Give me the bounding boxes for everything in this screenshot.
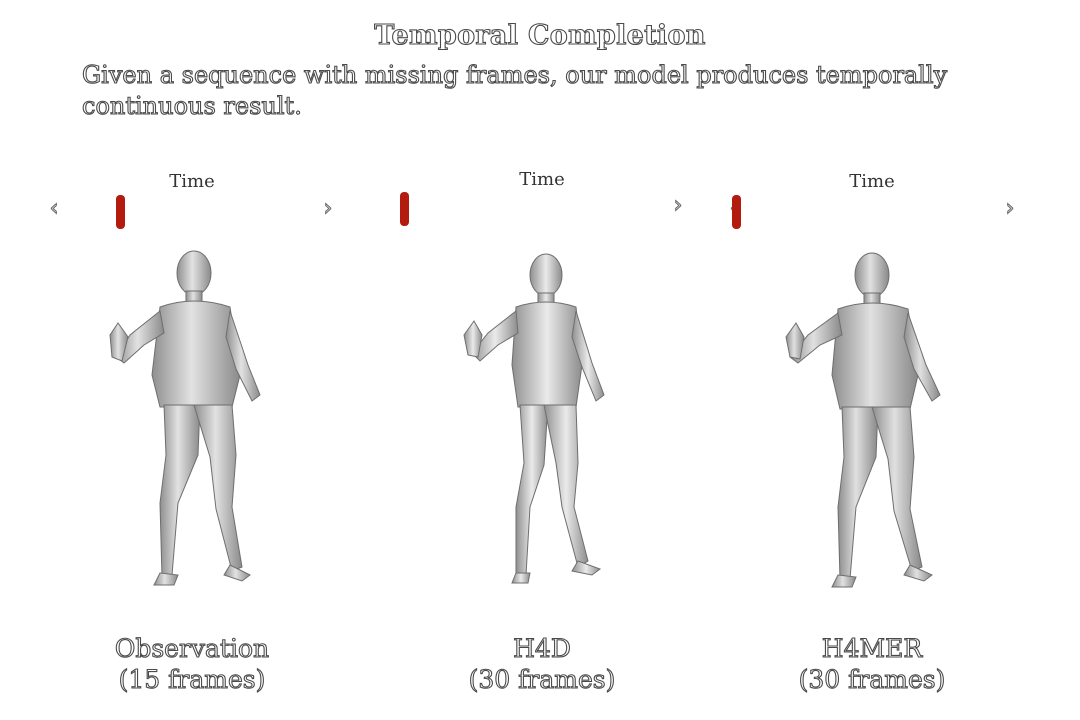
- chevron-right-icon[interactable]: ›: [323, 196, 333, 222]
- time-slider[interactable]: ‹ ›: [392, 192, 692, 226]
- panel-h4mer: Time ‹ ›: [722, 165, 1022, 715]
- figure-caption: H4D (30 frames): [392, 633, 692, 695]
- slider-track[interactable]: [66, 195, 324, 229]
- caption-method: H4MER: [821, 633, 923, 663]
- h4d-mesh-figure: [432, 245, 652, 605]
- time-slider[interactable]: ‹ ›: [722, 195, 1022, 229]
- chevron-right-icon[interactable]: ›: [1005, 196, 1015, 222]
- time-label: Time: [169, 171, 215, 192]
- panel-h4d: Time ‹ ›: [392, 165, 692, 715]
- chevron-right-icon[interactable]: ›: [673, 193, 683, 219]
- slider-track[interactable]: [732, 195, 1000, 229]
- time-label: Time: [519, 169, 565, 190]
- slider-thumb[interactable]: [400, 192, 409, 226]
- panel-observation: Time ‹ ›: [42, 165, 342, 715]
- time-slider[interactable]: ‹ ›: [42, 195, 342, 229]
- figure-caption: Observation (15 frames): [42, 633, 342, 695]
- page-subtitle: Given a sequence with missing frames, ou…: [81, 60, 948, 120]
- slider-thumb[interactable]: [116, 195, 125, 229]
- human-mesh-image: [785, 252, 941, 588]
- caption-frames: (30 frames): [468, 664, 616, 694]
- chevron-left-icon[interactable]: ‹: [49, 196, 59, 222]
- caption-method: Observation: [114, 633, 270, 663]
- human-mesh-image: [463, 253, 605, 584]
- caption-method: H4D: [513, 633, 572, 663]
- observation-mesh-figure: [82, 245, 302, 605]
- figure-caption: H4MER (30 frames): [722, 633, 1022, 695]
- slider-thumb[interactable]: [732, 195, 741, 229]
- h4mer-mesh-figure: [762, 245, 982, 605]
- page-title: Temporal Completion: [374, 19, 706, 51]
- human-mesh-image: [109, 250, 261, 586]
- slider-track[interactable]: [400, 192, 670, 226]
- caption-frames: (15 frames): [118, 664, 266, 694]
- time-label: Time: [849, 171, 895, 192]
- caption-frames: (30 frames): [798, 664, 946, 694]
